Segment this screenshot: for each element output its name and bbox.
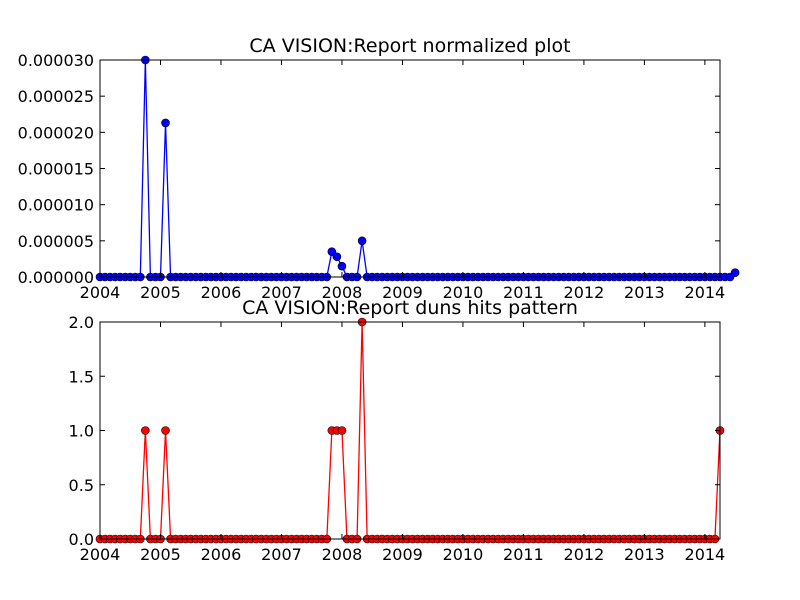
duns-hits-ytick-label-0: 0.0 <box>69 530 94 549</box>
normalized-plot-xtick-label-6: 2010 <box>443 283 484 302</box>
normalized-plot-xtick-label-2: 2006 <box>201 283 242 302</box>
duns-hits-ytick-label-2: 1.0 <box>69 422 94 441</box>
duns-hits-xtick-label-5: 2009 <box>382 545 423 564</box>
normalized-plot-ytick-label-6: 0.000030 <box>18 51 94 70</box>
duns-hits-xtick-label-4: 2008 <box>322 545 363 564</box>
duns-hits-point-48 <box>337 426 347 435</box>
duns-hits-ytick-label-3: 1.5 <box>69 367 94 386</box>
duns-hits-xtick-label-10: 2014 <box>685 545 726 564</box>
normalized-plot-xtick-label-8: 2012 <box>564 283 605 302</box>
normalized-plot-point-13 <box>161 118 170 128</box>
duns-hits-xtick-label-6: 2010 <box>443 545 484 564</box>
normalized-plot-panel: CA VISION:Report normalized plot 2004 200… <box>18 35 740 302</box>
normalized-plot-xtick-label-4: 2008 <box>322 283 363 302</box>
duns-hits-ytick-label-1: 0.5 <box>69 476 94 495</box>
normalized-plot-xtick-label-0: 2004 <box>80 283 121 302</box>
normalized-plot-xtick-label-9: 2013 <box>624 283 665 302</box>
normalized-plot-point-52 <box>357 236 367 246</box>
normalized-plot-ytick-label-3: 0.000015 <box>18 160 94 179</box>
duns-hits-xtick-label-7: 2011 <box>503 545 544 564</box>
duns-hits-xtick-label-3: 2007 <box>261 545 302 564</box>
normalized-plot-ticks: 2004 2005 2006 2007 2008 2009 2010 2011 2012 2013… <box>18 51 726 302</box>
normalized-plot-title: CA VISION:Report normalized plot <box>249 35 570 57</box>
normalized-plot-ytick-label-0: 0.000000 <box>18 268 94 287</box>
duns-hits-ytick-label-4: 2.0 <box>69 313 94 332</box>
normalized-plot-xtick-label-10: 2014 <box>685 283 726 302</box>
normalized-plot-xtick-label-3: 2007 <box>261 283 302 302</box>
normalized-plot-ytick-label-1: 0.000005 <box>18 232 94 251</box>
duns-hits-panel: CA VISION:Report duns hits pattern 2004 2… <box>69 297 726 564</box>
normalized-plot-xtick-label-1: 2005 <box>140 283 181 302</box>
normalized-plot-ytick-label-2: 0.000010 <box>18 196 94 215</box>
normalized-plot-ytick-label-4: 0.000020 <box>18 123 94 142</box>
normalized-plot-ytick-label-5: 0.000025 <box>18 87 94 106</box>
normalized-plot-point-47 <box>332 252 342 262</box>
duns-hits-xtick-label-1: 2005 <box>140 545 181 564</box>
duns-hits-xtick-label-9: 2013 <box>624 545 665 564</box>
duns-hits-title: CA VISION:Report duns hits pattern <box>242 297 578 319</box>
duns-hits-xtick-label-2: 2006 <box>201 545 242 564</box>
duns-hits-ticks: 2004 2005 2006 2007 2008 2009 2010 2011 2012 2013… <box>69 313 726 564</box>
duns-hits-point-13 <box>161 426 170 435</box>
normalized-plot-point-48 <box>337 261 347 271</box>
normalized-plot-xtick-label-5: 2009 <box>382 283 423 302</box>
duns-hits-xtick-label-0: 2004 <box>80 545 121 564</box>
normalized-plot-xtick-label-7: 2011 <box>503 283 544 302</box>
duns-hits-point-9 <box>141 426 150 435</box>
duns-hits-xtick-label-8: 2012 <box>564 545 605 564</box>
normalized-plot-point-126 <box>730 268 740 277</box>
normalized-plot-point-46 <box>327 247 337 256</box>
